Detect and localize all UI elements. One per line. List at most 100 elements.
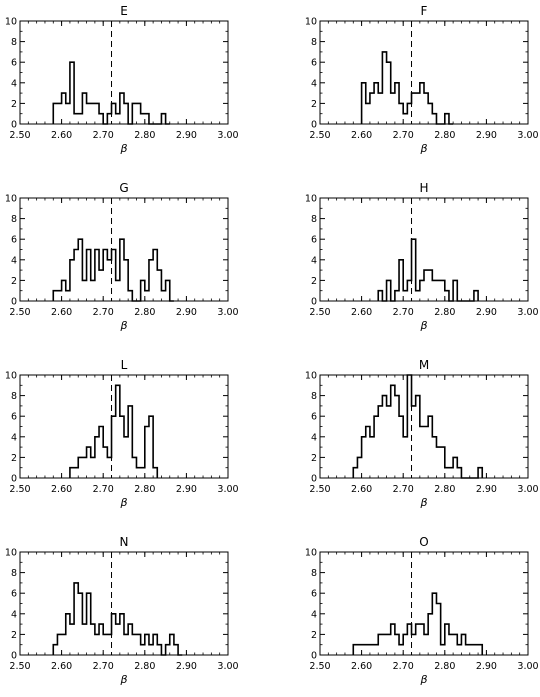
histogram-bin <box>420 427 424 479</box>
histogram-bin <box>87 593 91 655</box>
x-tick-label: 3.00 <box>517 307 538 318</box>
histogram-bin <box>161 114 165 124</box>
y-tick-label: 6 <box>311 589 317 600</box>
y-tick-label: 4 <box>11 78 17 89</box>
histogram-bin <box>407 280 411 301</box>
histogram-bin <box>82 93 86 124</box>
histogram-bin <box>141 114 145 124</box>
y-tick-label: 10 <box>5 17 17 28</box>
histogram-bin <box>112 614 116 655</box>
y-tick-label: 4 <box>11 432 17 443</box>
y-tick-label: 4 <box>311 432 317 443</box>
histogram-outline <box>360 51 454 125</box>
histogram-bin <box>149 260 153 301</box>
histogram-bin <box>95 437 99 478</box>
histogram-bin <box>474 645 478 655</box>
histogram-panel-e: E 2.50 2.60 2.70 2.80 2.90 3.00 0 2 4 6 8 10 β <box>5 4 239 155</box>
histogram-bin <box>449 634 453 655</box>
x-tick-label: 2.70 <box>93 307 114 318</box>
y-tick-label: 8 <box>311 37 317 48</box>
histogram-bin <box>53 291 57 301</box>
histogram-bin <box>87 250 91 302</box>
histogram-bin <box>95 103 99 124</box>
x-tick-label: 2.80 <box>134 307 155 318</box>
x-tick-label: 2.70 <box>393 661 414 672</box>
histogram-bin <box>166 280 170 301</box>
y-tick-label: 2 <box>11 630 17 641</box>
x-tick-label: 2.60 <box>51 130 72 141</box>
y-tick-label: 0 <box>311 474 317 485</box>
histogram-bin <box>153 250 157 302</box>
y-tick-label: 4 <box>11 609 17 620</box>
histogram-bin <box>124 437 128 478</box>
histogram-bin <box>478 468 482 478</box>
histogram-bin <box>399 645 403 655</box>
x-axis-label: β <box>119 496 127 509</box>
y-tick-label: 6 <box>11 235 17 246</box>
histogram-bin <box>374 83 378 124</box>
histogram-bin <box>399 103 403 124</box>
histogram-outline <box>52 61 170 125</box>
histogram-panel-f: F 2.50 2.60 2.70 2.80 2.90 3.00 0 2 4 6 8 10 β <box>305 4 539 155</box>
histogram-bin <box>132 634 136 655</box>
histogram-bin <box>161 291 165 301</box>
histogram-bin <box>103 447 107 478</box>
histogram-bin <box>436 604 440 656</box>
histogram-bin <box>428 416 432 478</box>
histogram-bin <box>362 83 366 124</box>
histogram-bin <box>82 624 86 655</box>
histogram-bin <box>428 614 432 655</box>
histogram-bin <box>407 103 411 124</box>
x-tick-label: 3.00 <box>217 661 238 672</box>
histogram-outline <box>52 582 183 656</box>
histogram-bin <box>366 645 370 655</box>
x-tick-label: 2.50 <box>309 130 330 141</box>
histogram-outline <box>52 238 174 302</box>
x-tick-label: 2.90 <box>476 130 497 141</box>
x-tick-label: 2.90 <box>476 661 497 672</box>
histogram-bin <box>403 114 407 124</box>
histogram-bin <box>149 416 153 478</box>
x-tick-label: 3.00 <box>217 307 238 318</box>
histogram-bin <box>424 270 428 301</box>
x-tick-label: 2.70 <box>393 307 414 318</box>
histogram-bin <box>424 427 428 479</box>
histogram-bin <box>382 52 386 124</box>
histogram-bin <box>103 250 107 302</box>
x-tick-label: 3.00 <box>517 484 538 495</box>
histogram-bin <box>141 645 145 655</box>
histogram-bin <box>378 93 382 124</box>
histogram-bin <box>120 239 124 301</box>
histogram-bin <box>370 645 374 655</box>
histogram-bin <box>57 634 61 655</box>
y-tick-label: 8 <box>311 391 317 402</box>
y-tick-label: 2 <box>11 453 17 464</box>
histogram-bin <box>136 468 140 478</box>
histogram-bin <box>62 93 66 124</box>
histogram-bin <box>99 114 103 124</box>
panel-title: F <box>421 4 428 18</box>
histogram-bin <box>78 593 82 655</box>
y-tick-label: 0 <box>311 297 317 308</box>
histogram-outline <box>69 384 159 478</box>
histogram-bin <box>399 260 403 301</box>
histogram-bin <box>87 447 91 478</box>
histogram-bin <box>353 645 357 655</box>
histogram-bin <box>403 437 407 478</box>
histogram-bin <box>470 645 474 655</box>
histogram-bin <box>66 614 70 655</box>
histogram-bin <box>91 457 95 478</box>
histogram-bin <box>449 468 453 478</box>
y-tick-label: 0 <box>311 120 317 131</box>
histogram-bin <box>441 645 445 655</box>
histogram-bin <box>87 103 91 124</box>
histogram-bin <box>428 103 432 124</box>
histogram-bin <box>416 291 420 301</box>
x-tick-label: 2.80 <box>134 484 155 495</box>
y-tick-label: 4 <box>311 609 317 620</box>
histogram-bin <box>136 634 140 655</box>
histogram-bin <box>445 624 449 655</box>
histogram-bin <box>66 103 70 124</box>
histogram-bin <box>412 239 416 301</box>
x-tick-label: 2.80 <box>434 307 455 318</box>
